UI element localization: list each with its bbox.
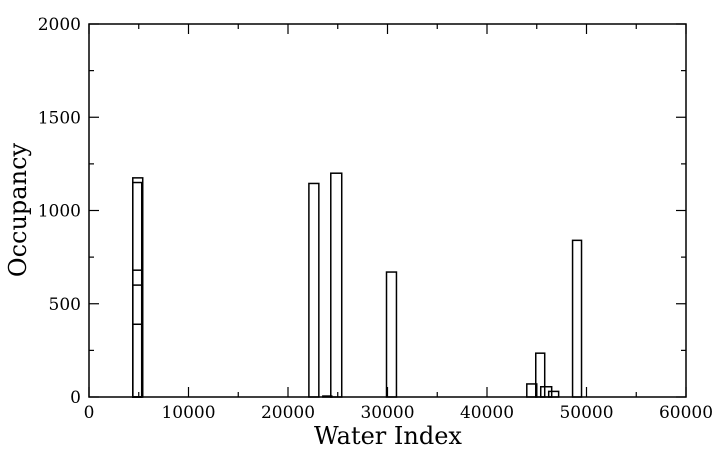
- bar-12: [547, 390, 560, 398]
- y-axis-label: Occupancy: [4, 142, 32, 277]
- plot-frame: [88, 23, 687, 398]
- y-tick-label: 2000: [38, 15, 81, 35]
- y-tick-label: 1500: [38, 108, 81, 128]
- x-tick-label: 20000: [261, 403, 315, 423]
- bar-5: [308, 182, 320, 398]
- bars-layer: [132, 172, 583, 398]
- bar-1: [132, 181, 143, 398]
- x-tick-label: 0: [84, 403, 95, 423]
- y-tick-label: 500: [49, 295, 81, 315]
- y-tick-label: 1000: [38, 202, 81, 222]
- labels-layer: 0 10000 20000 30000 40000 50000 60000 0 500 1000 1…: [38, 15, 713, 423]
- bar-8: [385, 271, 398, 398]
- bar-13: [571, 239, 583, 398]
- x-axis-label: Water Index: [314, 422, 462, 450]
- bar-4: [132, 323, 143, 398]
- x-tick-label: 60000: [659, 403, 713, 423]
- x-tick-label: 10000: [161, 403, 215, 423]
- ticks-layer: [88, 23, 687, 398]
- bar-7: [330, 172, 343, 398]
- bar-3: [132, 284, 143, 398]
- bar-2: [132, 269, 143, 398]
- x-tick-label: 50000: [559, 403, 613, 423]
- x-tick-label: 40000: [460, 403, 514, 423]
- y-tick-label: 0: [70, 388, 81, 408]
- x-tick-label: 30000: [360, 403, 414, 423]
